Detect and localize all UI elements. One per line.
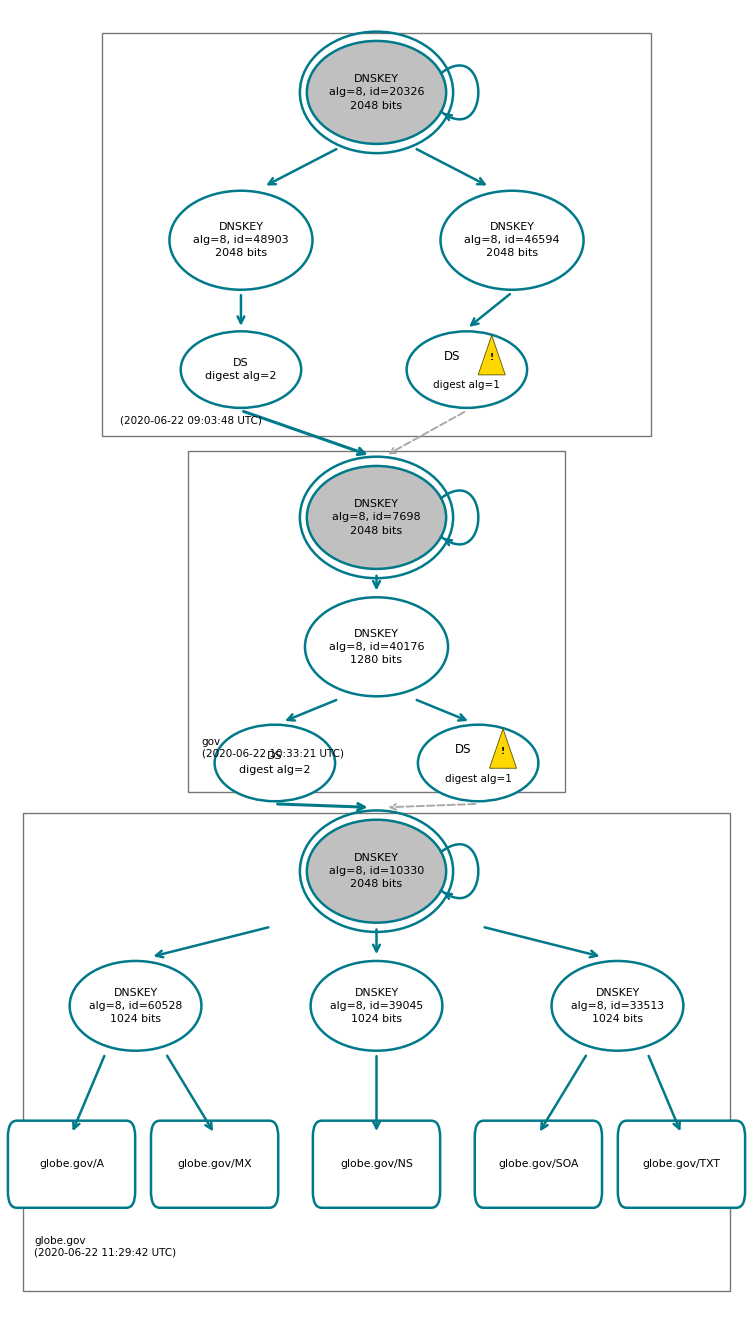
Text: digest alg=1: digest alg=1 <box>445 774 511 784</box>
FancyBboxPatch shape <box>474 1121 602 1208</box>
Text: DNSKEY
alg=8, id=48903
2048 bits: DNSKEY alg=8, id=48903 2048 bits <box>194 222 288 259</box>
Ellipse shape <box>306 466 446 569</box>
Polygon shape <box>478 335 505 375</box>
Ellipse shape <box>169 190 312 290</box>
Text: DNSKEY
alg=8, id=40176
1280 bits: DNSKEY alg=8, id=40176 1280 bits <box>329 628 424 665</box>
Bar <box>23 813 730 1291</box>
Text: DS: DS <box>444 350 460 363</box>
Ellipse shape <box>306 820 446 923</box>
Text: DNSKEY
alg=8, id=7698
2048 bits: DNSKEY alg=8, id=7698 2048 bits <box>332 499 421 536</box>
Text: DNSKEY
alg=8, id=60528
1024 bits: DNSKEY alg=8, id=60528 1024 bits <box>89 987 182 1024</box>
Text: DS
digest alg=2: DS digest alg=2 <box>239 751 310 775</box>
FancyBboxPatch shape <box>617 1121 745 1208</box>
Text: !: ! <box>501 747 505 755</box>
Ellipse shape <box>181 331 301 408</box>
Text: digest alg=1: digest alg=1 <box>434 380 500 391</box>
Text: globe.gov/TXT: globe.gov/TXT <box>642 1159 721 1170</box>
FancyBboxPatch shape <box>151 1121 278 1208</box>
Ellipse shape <box>305 597 448 697</box>
Ellipse shape <box>69 961 202 1051</box>
Text: globe.gov/MX: globe.gov/MX <box>177 1159 252 1170</box>
Text: (2020-06-22 09:03:48 UTC): (2020-06-22 09:03:48 UTC) <box>120 414 262 425</box>
Bar <box>188 451 565 792</box>
FancyBboxPatch shape <box>8 1121 136 1208</box>
Text: DS
digest alg=2: DS digest alg=2 <box>206 358 276 381</box>
Ellipse shape <box>306 41 446 144</box>
Text: DS: DS <box>455 743 471 756</box>
Ellipse shape <box>551 961 683 1051</box>
Text: globe.gov/A: globe.gov/A <box>39 1159 104 1170</box>
Text: globe.gov/NS: globe.gov/NS <box>340 1159 413 1170</box>
Polygon shape <box>489 729 517 768</box>
Text: DNSKEY
alg=8, id=10330
2048 bits: DNSKEY alg=8, id=10330 2048 bits <box>329 853 424 890</box>
Ellipse shape <box>441 190 584 290</box>
FancyBboxPatch shape <box>312 1121 440 1208</box>
Text: DNSKEY
alg=8, id=39045
1024 bits: DNSKEY alg=8, id=39045 1024 bits <box>330 987 423 1024</box>
Ellipse shape <box>407 331 527 408</box>
Bar <box>102 33 651 436</box>
Text: !: ! <box>489 354 494 362</box>
Ellipse shape <box>418 725 538 801</box>
Text: globe.gov
(2020-06-22 11:29:42 UTC): globe.gov (2020-06-22 11:29:42 UTC) <box>34 1237 176 1258</box>
Ellipse shape <box>215 725 335 801</box>
Text: DNSKEY
alg=8, id=20326
2048 bits: DNSKEY alg=8, id=20326 2048 bits <box>329 74 424 111</box>
Text: DNSKEY
alg=8, id=46594
2048 bits: DNSKEY alg=8, id=46594 2048 bits <box>465 222 559 259</box>
Text: DNSKEY
alg=8, id=33513
1024 bits: DNSKEY alg=8, id=33513 1024 bits <box>571 987 664 1024</box>
Ellipse shape <box>310 961 443 1051</box>
Text: gov
(2020-06-22 10:33:21 UTC): gov (2020-06-22 10:33:21 UTC) <box>202 738 344 759</box>
Text: globe.gov/SOA: globe.gov/SOA <box>498 1159 578 1170</box>
